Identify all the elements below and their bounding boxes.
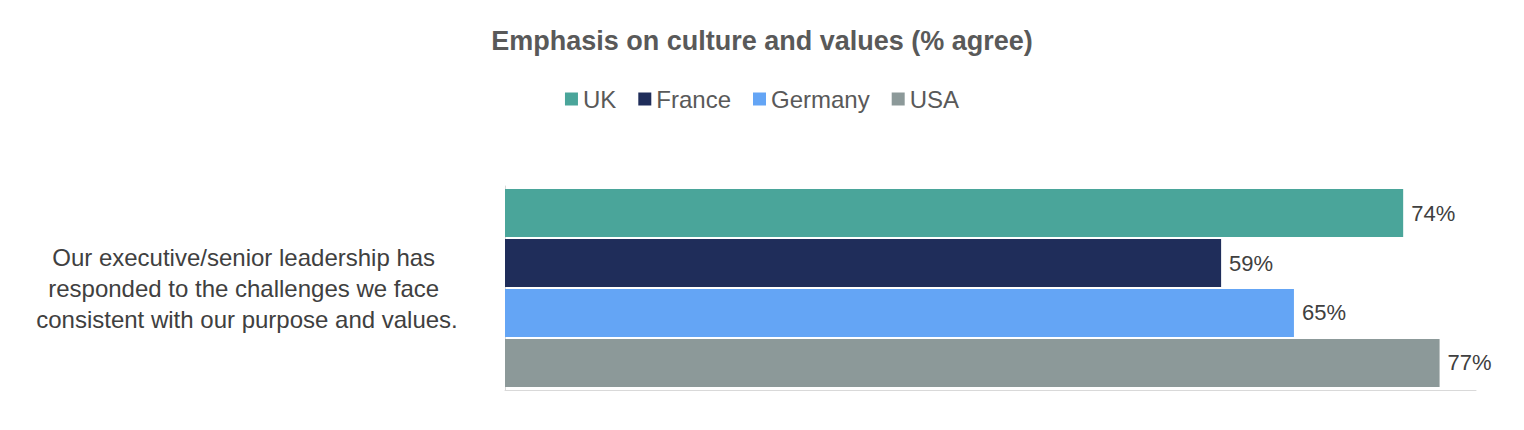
svg-text:USA: USA — [910, 86, 959, 113]
svg-text:Our executive/senior leadershi: Our executive/senior leadership has — [52, 244, 442, 271]
svg-text:consistent with our purpose an: consistent with our purpose and values. — [36, 306, 458, 333]
svg-text:France: France — [656, 86, 731, 113]
svg-text:UK: UK — [583, 86, 616, 113]
svg-text:74%: 74% — [1411, 201, 1455, 226]
svg-text:Germany: Germany — [771, 86, 870, 113]
svg-text:responded to the challenges we: responded to the challenges we face — [48, 275, 446, 302]
svg-text:65%: 65% — [1302, 300, 1346, 325]
svg-text:77%: 77% — [1448, 350, 1492, 375]
svg-text:59%: 59% — [1229, 251, 1273, 276]
svg-text:Emphasis on culture and values: Emphasis on culture and values (% agree) — [491, 26, 1033, 56]
